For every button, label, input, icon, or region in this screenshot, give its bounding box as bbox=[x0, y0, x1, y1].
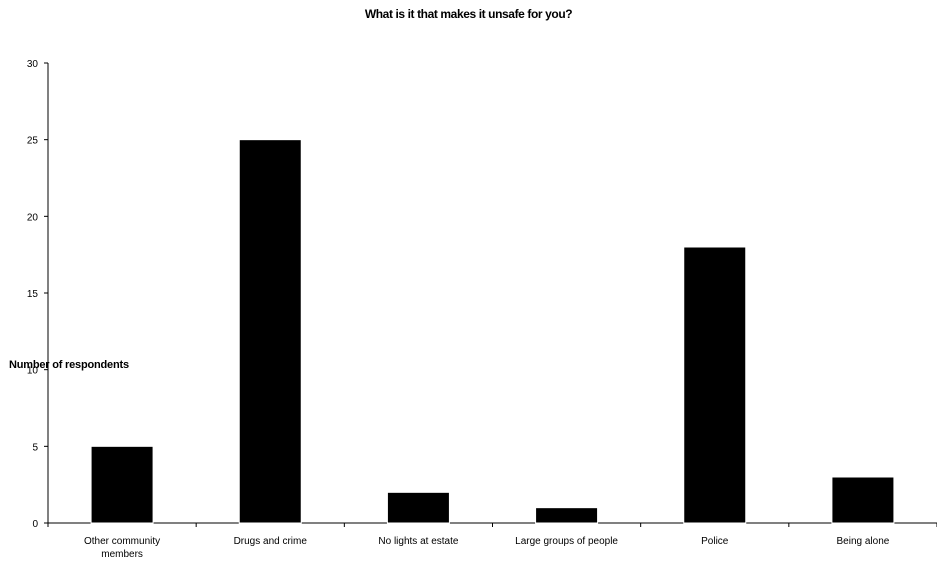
x-category-label: Police bbox=[701, 536, 729, 547]
y-tick-label: 20 bbox=[27, 212, 39, 223]
x-category-label: Being alone bbox=[837, 536, 890, 547]
bar bbox=[535, 507, 599, 524]
bar bbox=[238, 139, 302, 524]
bar bbox=[386, 491, 450, 524]
y-tick-label: 5 bbox=[32, 442, 38, 453]
x-category-label: Large groups of people bbox=[515, 536, 618, 547]
y-tick-label: 30 bbox=[27, 59, 39, 70]
bar bbox=[90, 445, 154, 524]
labels: 0 5 10 15 20 25 30 Other community members Drugs … bbox=[27, 59, 890, 560]
bar bbox=[831, 476, 895, 524]
y-axis-label: Number of respondents bbox=[9, 359, 129, 371]
axes bbox=[44, 62, 937, 527]
x-category-label: Drugs and crime bbox=[234, 536, 308, 547]
y-tick-label: 0 bbox=[32, 519, 38, 530]
x-category-label: No lights at estate bbox=[378, 536, 458, 547]
y-tick-label: 15 bbox=[27, 289, 39, 300]
x-category-label: Other community members bbox=[84, 536, 160, 560]
chart-title: What is it that makes it unsafe for you? bbox=[364, 7, 573, 21]
bar bbox=[683, 246, 747, 524]
y-tick-label: 10 bbox=[27, 366, 39, 377]
y-tick-label: 25 bbox=[27, 136, 39, 147]
bars bbox=[90, 139, 895, 524]
